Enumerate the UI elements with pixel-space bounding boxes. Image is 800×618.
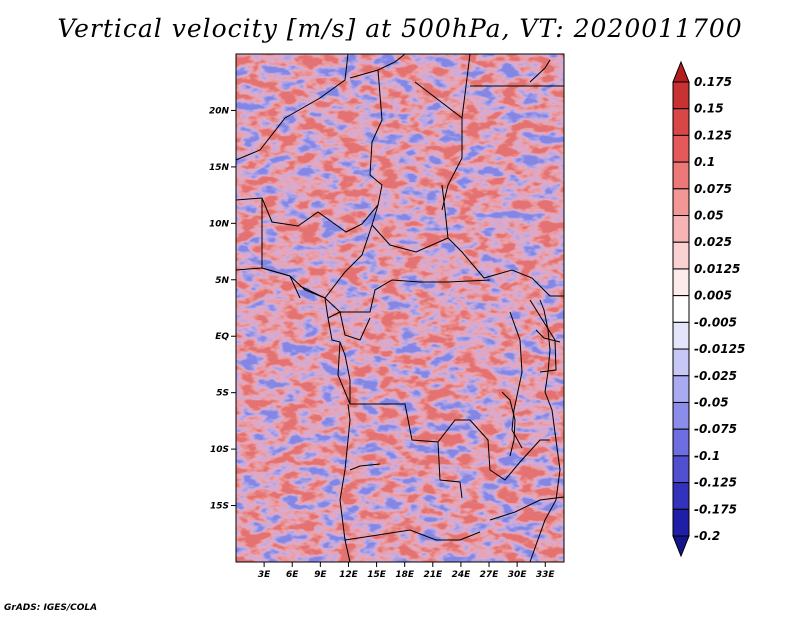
colorbar-bottom-triangle <box>672 535 690 558</box>
boundary-line <box>235 53 349 161</box>
boundary-line <box>371 224 564 297</box>
colorbar-label: -0.05 <box>694 395 729 409</box>
grads-credit: GrADS: IGES/COLA <box>4 603 98 613</box>
colorbar-label: -0.2 <box>694 529 720 543</box>
colorbar-label: 0.125 <box>694 128 732 142</box>
lat-tick-label: EQ <box>215 332 229 342</box>
colorbar-label: 0.005 <box>694 289 732 303</box>
colorbar-cell <box>672 455 690 484</box>
lon-tick-label: 6E <box>286 570 299 580</box>
colorbar-cell <box>672 108 690 136</box>
lon-tick-label: 15E <box>367 570 387 580</box>
boundary-line <box>414 81 463 211</box>
colorbar-label: -0.125 <box>694 476 737 490</box>
colorbar-cell <box>672 348 690 377</box>
coastline <box>501 391 516 457</box>
longitude-axis: 3E 6E 9E 12E 15E 18E 21E 24E 27E 30E 33E <box>258 562 556 580</box>
lat-tick-label: 15S <box>210 502 229 512</box>
colorbar-label: 0.1 <box>694 155 715 169</box>
lon-tick-label: 3E <box>258 570 271 580</box>
colorbar-cell <box>672 428 690 457</box>
boundary-line <box>461 53 471 119</box>
lat-tick-label: 15N <box>209 163 230 173</box>
coastline <box>529 299 561 563</box>
lat-tick-label: 5S <box>216 389 229 399</box>
lon-tick-label: 9E <box>314 570 327 580</box>
lon-tick-label: 21E <box>423 570 443 580</box>
boundary-line <box>509 311 523 449</box>
boundary-line <box>535 329 561 343</box>
colorbar-cell <box>672 268 690 297</box>
boundary-line <box>441 184 449 239</box>
boundary-line <box>337 341 463 499</box>
boundary-line <box>349 53 406 79</box>
boundary-line <box>489 496 565 521</box>
colorbar-label: 0.075 <box>694 182 732 196</box>
colorbar-cell <box>672 81 690 110</box>
colorbar-label: -0.005 <box>694 315 737 329</box>
lon-tick-label: 27E <box>480 570 500 580</box>
latitude-axis: 20N 15N 10N 5N EQ 5S 10S 15S <box>209 106 236 512</box>
vertical-velocity-field <box>236 54 564 562</box>
boundary-line <box>327 311 371 341</box>
colorbar-label: 0.15 <box>694 102 724 116</box>
boundary-line <box>420 279 491 283</box>
boundary-line <box>437 419 550 481</box>
boundary-line <box>235 174 383 233</box>
colorbar-cell <box>672 215 690 243</box>
colorbar-cell <box>672 241 690 270</box>
coastline <box>529 59 551 83</box>
colorbar-cell <box>672 295 690 323</box>
map-panel <box>235 53 565 563</box>
colorbar-cell <box>672 161 690 190</box>
lon-tick-label: 30E <box>508 570 528 580</box>
colorbar-label: -0.075 <box>694 422 737 436</box>
colorbar-label: -0.175 <box>694 502 737 516</box>
colorbar-cell <box>672 188 690 217</box>
colorbar-label: -0.025 <box>694 369 737 383</box>
colorbar-label: -0.0125 <box>694 342 745 356</box>
map-frame <box>235 53 565 563</box>
boundary-line <box>349 463 381 471</box>
lat-tick-label: 20N <box>209 106 230 116</box>
boundary-line <box>369 69 383 176</box>
boundary-line <box>344 529 481 541</box>
colorbar-label: 0.05 <box>694 209 724 223</box>
colorbar-cell <box>672 134 690 163</box>
colorbar-cell <box>672 508 690 537</box>
boundary-line <box>339 403 351 563</box>
lat-tick-label: 10S <box>210 445 229 455</box>
lon-tick-label: 18E <box>395 570 415 580</box>
lon-tick-label: 33E <box>536 570 556 580</box>
colorbar-cell <box>672 321 690 350</box>
country-boundaries <box>235 53 565 563</box>
colorbar-label: 0.175 <box>694 75 732 89</box>
lat-tick-label: 10N <box>209 219 230 229</box>
colorbar-label: 0.025 <box>694 235 732 249</box>
coastline <box>235 267 351 404</box>
colorbar-label: -0.1 <box>694 449 720 463</box>
lon-tick-label: 24E <box>452 570 472 580</box>
colorbar-cell <box>672 375 690 403</box>
colorbar-label: 0.0125 <box>694 262 740 276</box>
lat-tick-label: 5N <box>215 276 229 286</box>
colorbar: 0.175 0.15 0.125 0.1 0.075 0.05 0.025 0.0125 0.0… <box>672 60 745 558</box>
chart-title: Vertical velocity [m/s] at 500hPa, VT: 2… <box>57 14 743 43</box>
colorbar-cell <box>672 401 690 430</box>
lon-tick-label: 12E <box>339 570 359 580</box>
colorbar-cell <box>672 482 690 510</box>
colorbar-top-triangle <box>672 60 690 83</box>
boundary-line <box>324 204 379 299</box>
